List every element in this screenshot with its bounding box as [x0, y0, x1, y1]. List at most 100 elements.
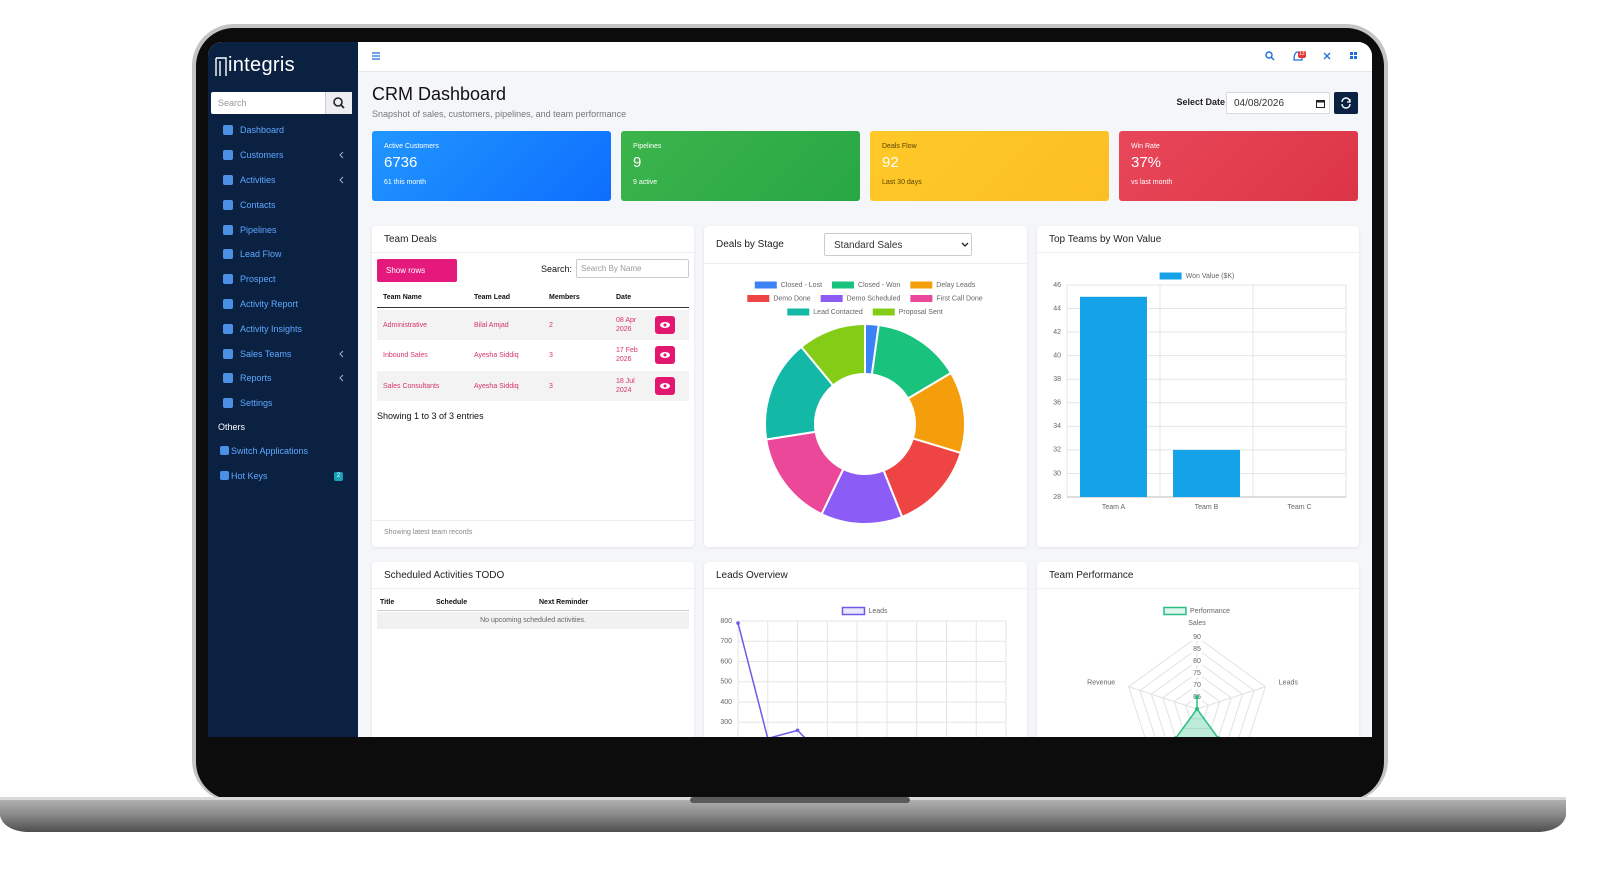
- date-input[interactable]: 04/08/2026: [1226, 92, 1330, 114]
- point: [795, 728, 800, 733]
- tick-backdrop: [1191, 681, 1203, 689]
- menu-toggle[interactable]: [372, 52, 380, 60]
- apps-icon[interactable]: [1350, 52, 1357, 59]
- menu-item[interactable]: Activity Report: [208, 297, 358, 311]
- menu-item[interactable]: Settings: [208, 396, 358, 410]
- top-teams-panel: 28 30 32 34 36 38 40 42 44 46 Team A Team B Team C Wo…: [1037, 226, 1359, 547]
- tick-backdrop: [1191, 657, 1203, 665]
- menu-icon: [223, 274, 233, 284]
- menu-item[interactable]: Sales Teams: [208, 347, 358, 361]
- date-label: Select Date: [1176, 97, 1225, 107]
- view-button[interactable]: [655, 346, 675, 364]
- cell: Ayesha Siddiq: [474, 352, 519, 359]
- card-note: Last 30 days: [882, 179, 922, 186]
- legend-swatch: [820, 295, 843, 302]
- search-icon[interactable]: [1265, 51, 1275, 61]
- y-tick-label: 600: [720, 658, 732, 665]
- y-tick-label: 28: [1053, 494, 1061, 501]
- base-notch: [690, 797, 910, 803]
- chevron: [339, 176, 344, 184]
- r-tick-label: 70: [1193, 682, 1201, 689]
- menu-label: Prospect: [240, 274, 276, 284]
- column-header[interactable]: Title: [380, 599, 395, 606]
- column-header[interactable]: Date: [616, 294, 632, 301]
- menu-item[interactable]: Contacts: [208, 198, 358, 212]
- deals-by-stage-panel: Closed - Lost Closed - Won Delay Leads Demo…: [704, 226, 1027, 547]
- y-tick-label: 42: [1053, 329, 1061, 336]
- divider: [1037, 588, 1359, 589]
- menu-item[interactable]: Reports: [208, 371, 358, 385]
- header-rule: [377, 307, 689, 308]
- menu-icon: [223, 299, 233, 309]
- sidebar: integris Search Dashboard Customers Acti…: [208, 42, 358, 737]
- cell: Administrative: [383, 322, 427, 329]
- search-placeholder: Search: [218, 98, 247, 108]
- tick-backdrop: [1191, 645, 1203, 653]
- card-note: 9 active: [633, 179, 658, 186]
- legend-label: Performance: [1190, 608, 1230, 615]
- menu-icon: [223, 125, 233, 135]
- legend-swatch: [910, 281, 933, 289]
- legend-label: Demo Done: [773, 295, 810, 302]
- point: [1216, 736, 1220, 737]
- panel-title: Team Deals: [384, 234, 437, 245]
- logo-mark: [215, 57, 227, 76]
- cell: Ayesha Siddiq: [474, 383, 519, 390]
- menu-icon: [220, 446, 229, 455]
- stage-select[interactable]: Standard Sales: [824, 233, 972, 256]
- menu-item[interactable]: Prospect: [208, 272, 358, 286]
- legend: Leads: [841, 606, 888, 616]
- fullscreen-icon[interactable]: [1323, 52, 1331, 60]
- menu-label: Hot Keys: [231, 471, 268, 481]
- divider: [372, 588, 694, 589]
- y-tick-label: 800: [720, 618, 732, 625]
- menu-item[interactable]: Hot Keys 2: [208, 469, 358, 483]
- search-input[interactable]: Search By Name: [576, 259, 689, 278]
- chart: 28 30 32 34 36 38 40 42 44 46 Team A Team B Team C Wo…: [1053, 272, 1347, 511]
- column-header[interactable]: Team Lead: [474, 294, 511, 301]
- menu-icon: [223, 150, 233, 160]
- team-deals-panel: Team Deals Show rows Search: Search By N…: [372, 226, 694, 547]
- show-rows-button[interactable]: Show rows: [377, 259, 457, 282]
- column-header[interactable]: Next Reminder: [539, 599, 589, 606]
- section-heading: Others: [218, 422, 246, 432]
- menu-item[interactable]: Customers: [208, 148, 358, 162]
- card-value: 92: [882, 154, 899, 171]
- stat-card: Deals Flow 92 Last 30 days: [870, 131, 1109, 201]
- legend-label: Demo Scheduled: [847, 295, 901, 302]
- search-button[interactable]: [325, 92, 352, 114]
- r-tick-label: 85: [1193, 646, 1201, 653]
- menu-item[interactable]: Switch Applications: [208, 444, 358, 458]
- legend-swatch: [747, 295, 770, 302]
- menu-item[interactable]: Pipelines: [208, 223, 358, 237]
- menu-item[interactable]: Lead Flow: [208, 247, 358, 261]
- menu-item[interactable]: Dashboard: [208, 123, 358, 137]
- card-label: Deals Flow: [882, 143, 917, 150]
- menu-label: Dashboard: [240, 125, 285, 135]
- cell: 08 Apr 2026: [616, 317, 637, 333]
- chevron: [339, 151, 344, 159]
- y-tick-label: 400: [720, 699, 732, 706]
- stat-card: Pipelines 9 9 active: [621, 131, 860, 201]
- y-tick-label: 32: [1053, 447, 1061, 454]
- select-value: Standard Sales: [834, 240, 903, 251]
- column-header[interactable]: Schedule: [436, 599, 468, 606]
- menu-item[interactable]: Activity Insights: [208, 322, 358, 336]
- column-header[interactable]: Members: [549, 294, 580, 301]
- menu-label: Customers: [240, 150, 284, 160]
- menu-icon: [223, 398, 233, 408]
- x-tick-label: Team C: [1287, 504, 1311, 511]
- donut-segment: [799, 322, 866, 387]
- menu-icon: [223, 324, 233, 334]
- menu-item[interactable]: Activities: [208, 173, 358, 187]
- y-tick-label: 36: [1053, 400, 1061, 407]
- point: [1174, 736, 1178, 737]
- legend-swatch: [910, 295, 933, 302]
- refresh-button[interactable]: [1334, 92, 1358, 114]
- view-button[interactable]: [655, 377, 675, 395]
- panel-title: Team Performance: [1049, 570, 1134, 581]
- search-box[interactable]: Search: [211, 92, 352, 114]
- view-button[interactable]: [655, 316, 675, 334]
- x-tick-label: Team A: [1102, 504, 1126, 511]
- column-header[interactable]: Team Name: [383, 294, 422, 301]
